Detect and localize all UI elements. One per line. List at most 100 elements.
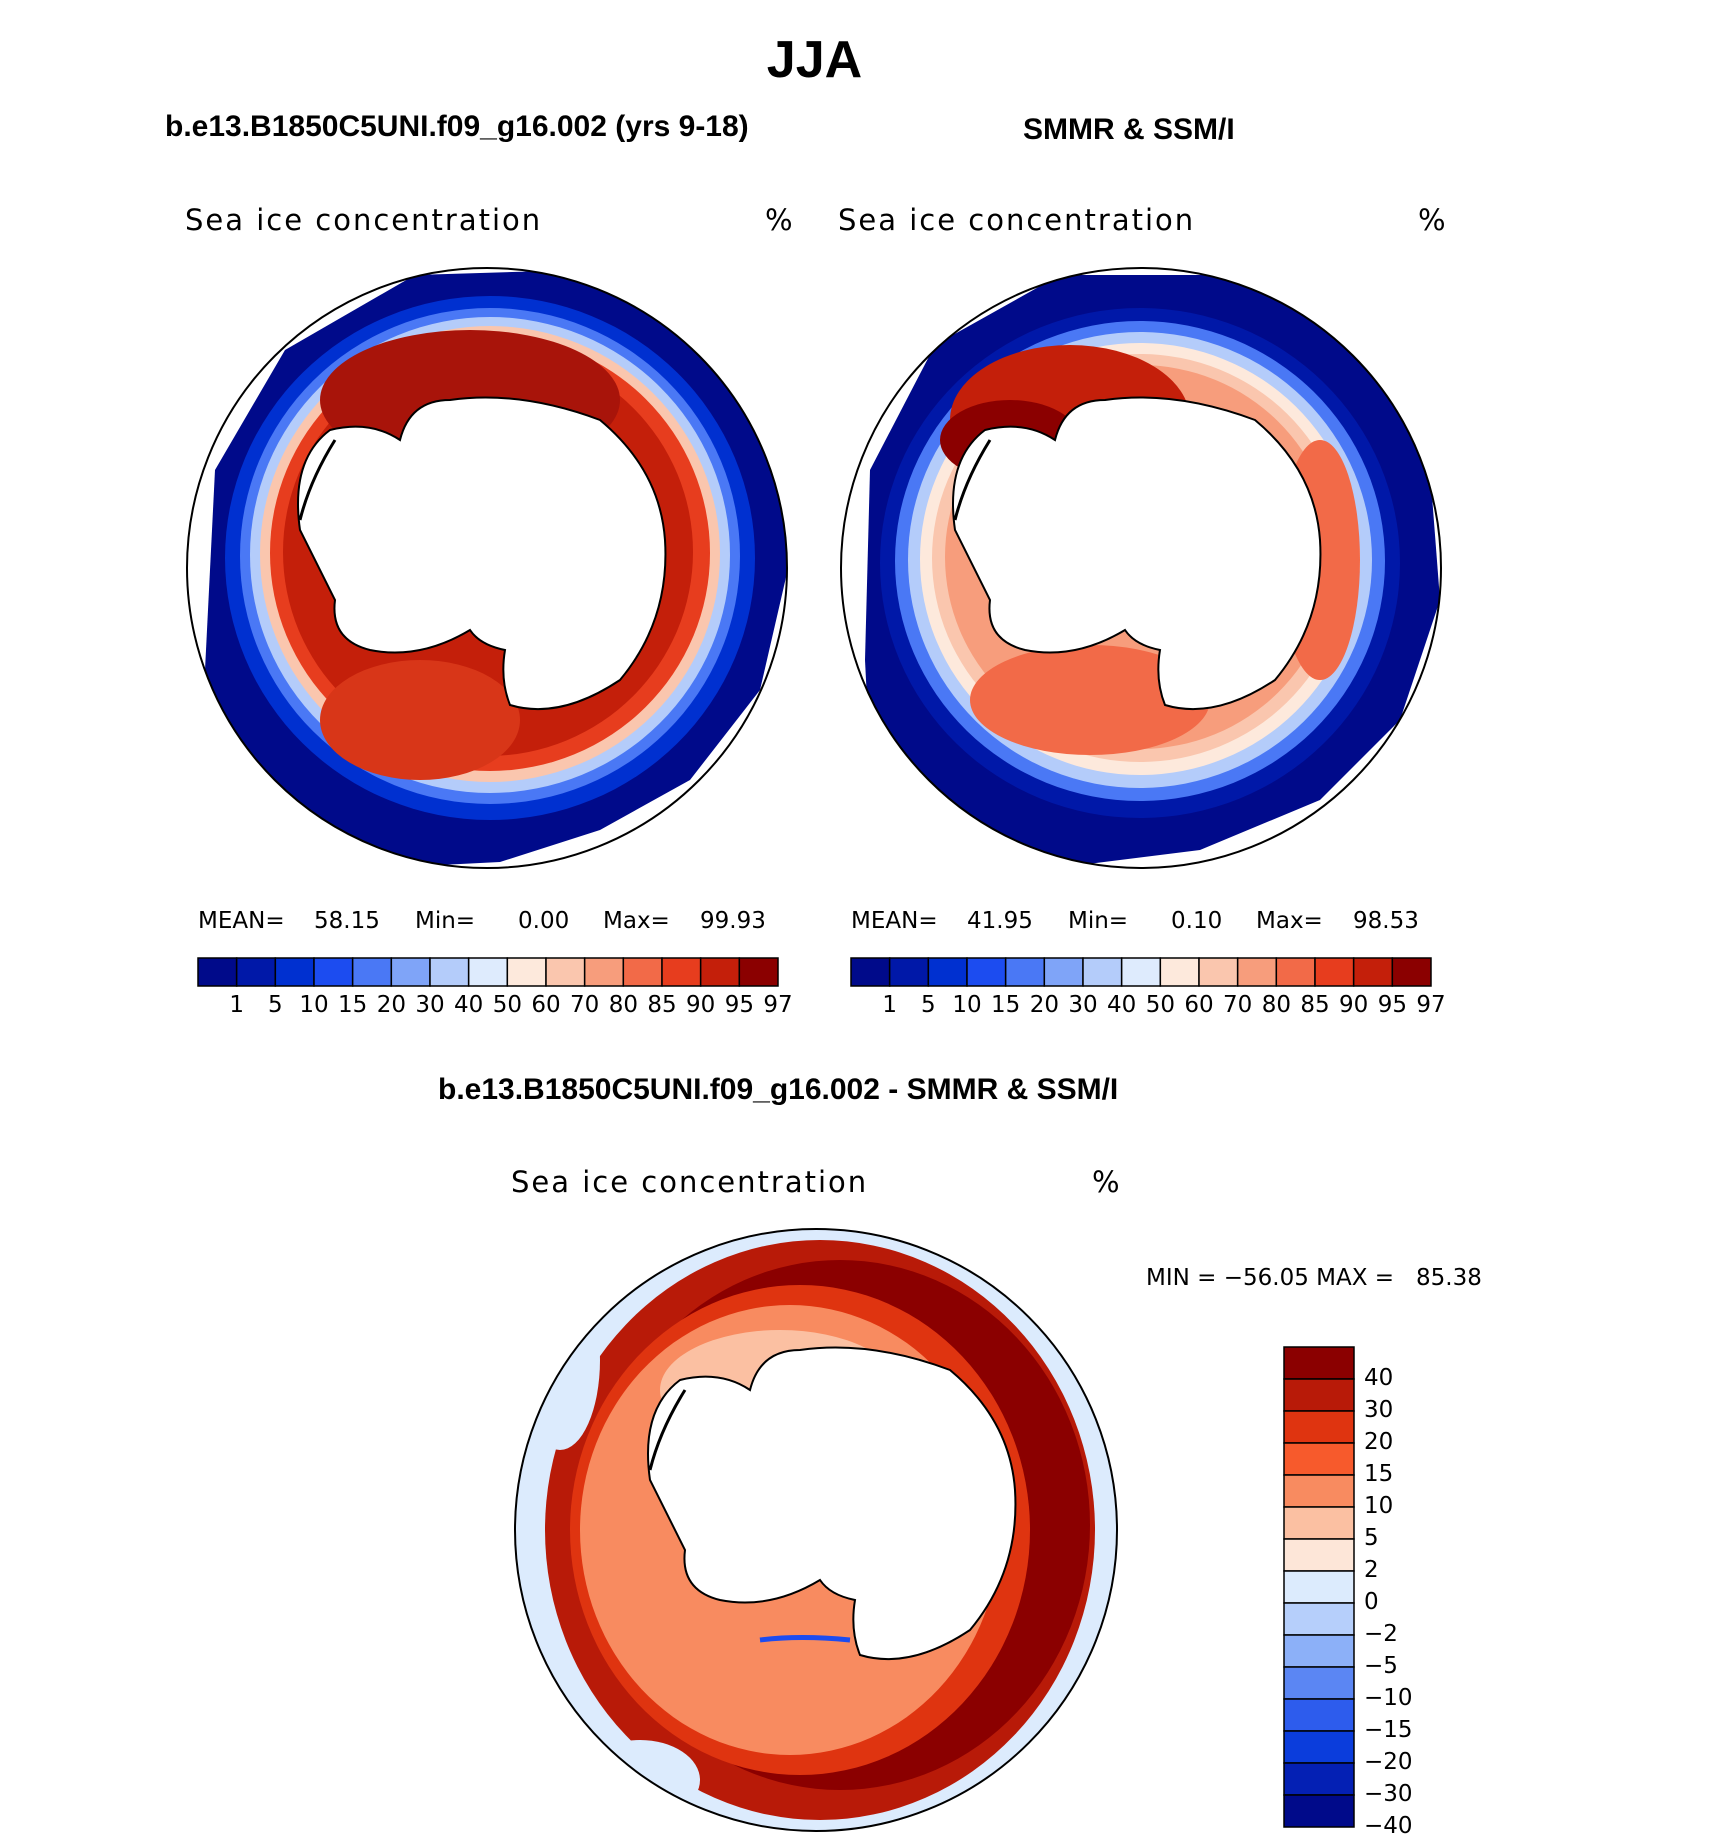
diff-colorbar-box — [1283, 1410, 1355, 1444]
obs-colorbar-tick-label: 20 — [1029, 992, 1059, 1018]
diff-map — [515, 1229, 1117, 1831]
obs-colorbar — [850, 957, 1432, 987]
model-colorbar-box — [274, 957, 315, 987]
model-colorbar-box — [235, 957, 277, 987]
diff-colorbar-box — [1283, 1666, 1355, 1700]
model-colorbar — [197, 957, 779, 987]
model-min-value: 0.00 — [518, 908, 570, 934]
diff-colorbar-box — [1283, 1506, 1355, 1540]
model-colorbar-box — [661, 957, 702, 987]
obs-colorbar-box — [1082, 957, 1123, 987]
model-colorbar-tick-label: 40 — [454, 992, 484, 1018]
model-colorbar-box — [506, 957, 547, 987]
model-map-border — [186, 267, 788, 869]
diff-colorbar-box — [1283, 1474, 1355, 1508]
model-colorbar-box — [197, 957, 238, 987]
obs-colorbar-tick-label: 60 — [1184, 992, 1214, 1018]
obs-colorbar-box — [1120, 957, 1162, 987]
obs-colorbar-box — [1275, 957, 1316, 987]
diff-colorbar-tick-label: 2 — [1364, 1557, 1379, 1583]
diff-colorbar-tick-label: −40 — [1364, 1813, 1413, 1839]
diff-colorbar-box — [1283, 1730, 1355, 1764]
obs-colorbar-tick-label: 97 — [1416, 992, 1446, 1018]
model-colorbar-tick-label: 10 — [299, 992, 329, 1018]
diff-colorbar-tick-label: −10 — [1364, 1685, 1413, 1711]
obs-colorbar-box — [1198, 957, 1239, 987]
model-colorbar-box — [313, 957, 354, 987]
model-subtitle: b.e13.B1850C5UNI.f09_g16.002 (yrs 9-18) — [165, 110, 749, 143]
diff-colorbar-tick-label: −15 — [1364, 1717, 1413, 1743]
obs-min-value: 0.10 — [1171, 908, 1223, 934]
diff-colorbar-box — [1283, 1634, 1355, 1668]
model-colorbar-box — [390, 957, 431, 987]
model-mean-value: 58.15 — [314, 908, 380, 934]
model-colorbar-tick-label: 50 — [492, 992, 522, 1018]
model-colorbar-tick-label: 90 — [686, 992, 716, 1018]
obs-mean-value: 41.95 — [967, 908, 1033, 934]
diff-units-label: % — [1092, 1165, 1122, 1199]
model-colorbar-tick-label: 60 — [531, 992, 561, 1018]
model-colorbar-box — [351, 957, 393, 987]
model-colorbar-tick-label: 5 — [268, 992, 283, 1018]
model-min-label: Min= — [415, 908, 476, 934]
diff-colorbar-tick-label: 0 — [1364, 1589, 1379, 1615]
obs-mean-label: MEAN= — [851, 908, 938, 934]
model-colorbar-tick-label: 15 — [338, 992, 368, 1018]
obs-colorbar-tick-label: 1 — [882, 992, 897, 1018]
diff-colorbar-tick-label: −20 — [1364, 1749, 1413, 1775]
obs-colorbar-box — [1004, 957, 1046, 987]
model-colorbar-tick-label: 30 — [415, 992, 445, 1018]
model-variable-label: Sea ice concentration — [185, 203, 543, 237]
obs-colorbar-tick-label: 5 — [921, 992, 936, 1018]
obs-colorbar-box — [1352, 957, 1394, 987]
diff-variable-label: Sea ice concentration — [511, 1165, 869, 1199]
obs-colorbar-tick-label: 85 — [1300, 992, 1330, 1018]
obs-colorbar-tick-label: 80 — [1261, 992, 1291, 1018]
obs-colorbar-box — [850, 957, 891, 987]
obs-max-value: 98.53 — [1353, 908, 1419, 934]
obs-colorbar-tick-label: 10 — [952, 992, 982, 1018]
diff-colorbar-tick-label: −5 — [1364, 1653, 1398, 1679]
model-colorbar-box — [467, 957, 509, 987]
obs-colorbar-tick-label: 70 — [1223, 992, 1253, 1018]
obs-units-label: % — [1418, 203, 1448, 237]
obs-colorbar-box — [1236, 957, 1278, 987]
diff-colorbar-box — [1283, 1698, 1355, 1732]
model-colorbar-tick-label: 97 — [763, 992, 793, 1018]
diff-minmax-text: MIN = −56.05 MAX = 85.38 — [1146, 1265, 1482, 1291]
obs-colorbar-box — [1043, 957, 1084, 987]
diff-colorbar-box — [1283, 1794, 1355, 1828]
diff-colorbar-tick-label: 15 — [1364, 1461, 1394, 1487]
model-max-label: Max= — [603, 908, 670, 934]
obs-map-border — [840, 267, 1442, 869]
model-colorbar-box — [699, 957, 741, 987]
obs-colorbar-box — [888, 957, 930, 987]
obs-colorbar-box — [1159, 957, 1200, 987]
model-colorbar-box — [545, 957, 586, 987]
diff-colorbar-tick-label: 40 — [1364, 1365, 1394, 1391]
diff-colorbar-box — [1283, 1378, 1355, 1412]
model-colorbar-tick-label: 80 — [608, 992, 638, 1018]
obs-colorbar-tick-label: 15 — [991, 992, 1021, 1018]
diff-colorbar-tick-label: −2 — [1364, 1621, 1398, 1647]
diff-colorbar-tick-label: 20 — [1364, 1429, 1394, 1455]
diff-colorbar-box — [1283, 1602, 1355, 1636]
diff-map-border — [514, 1228, 1118, 1832]
obs-max-label: Max= — [1256, 908, 1323, 934]
diff-subtitle: b.e13.B1850C5UNI.f09_g16.002 - SMMR & SS… — [438, 1073, 1119, 1106]
obs-colorbar-tick-label: 95 — [1377, 992, 1407, 1018]
obs-colorbar-box — [966, 957, 1007, 987]
obs-map — [841, 268, 1441, 868]
obs-colorbar-tick-label: 30 — [1068, 992, 1098, 1018]
model-map — [187, 268, 787, 868]
model-colorbar-tick-label: 70 — [570, 992, 600, 1018]
diff-colorbar — [1283, 1346, 1355, 1828]
obs-subtitle: SMMR & SSM/I — [1023, 113, 1235, 146]
model-colorbar-box — [738, 957, 779, 987]
model-colorbar-tick-label: 85 — [647, 992, 677, 1018]
figure-title: JJA — [766, 31, 863, 89]
model-colorbar-tick-label: 1 — [229, 992, 244, 1018]
diff-colorbar-box — [1283, 1570, 1355, 1604]
model-colorbar-tick-label: 95 — [724, 992, 754, 1018]
diff-colorbar-box — [1283, 1538, 1355, 1572]
